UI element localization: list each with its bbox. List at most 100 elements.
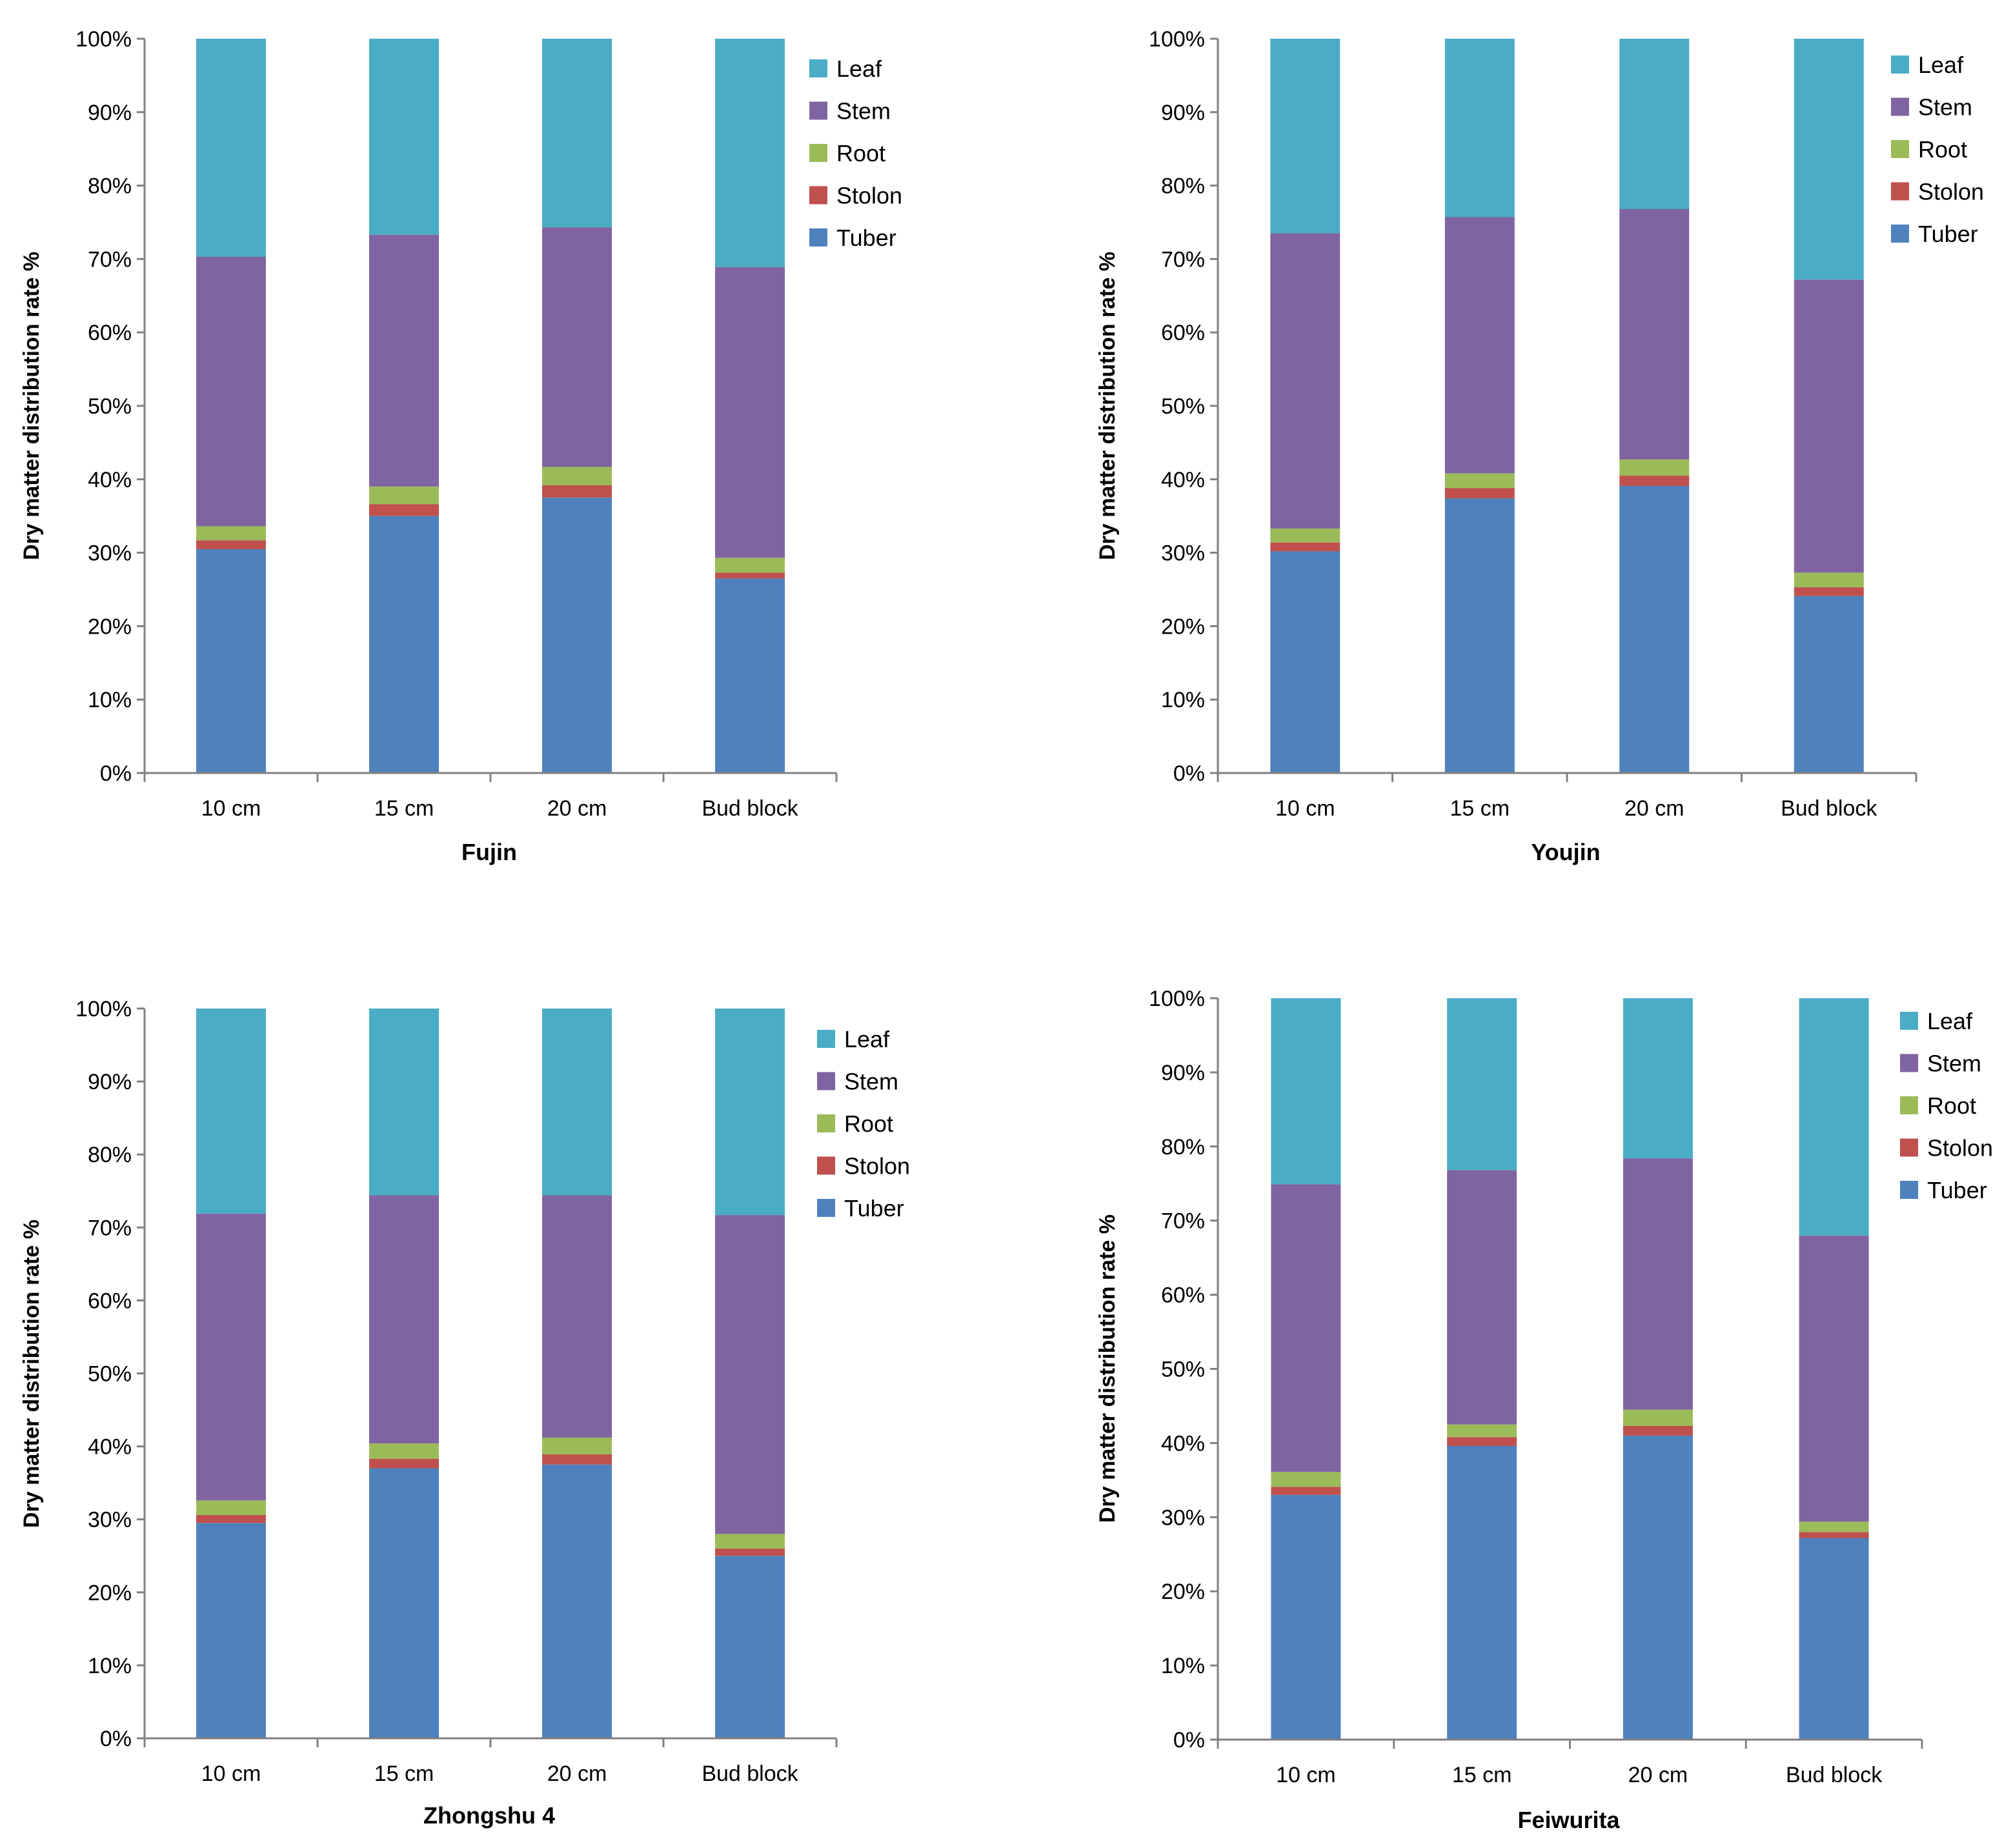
x-tick-label: 15 cm	[1452, 1763, 1512, 1787]
y-tick-label: 100%	[1149, 987, 1205, 1011]
x-tick-label: Bud block	[1786, 1763, 1883, 1787]
legend-swatch-stolon	[809, 186, 827, 205]
y-tick-label: 30%	[88, 541, 132, 566]
y-tick-label: 30%	[1161, 1505, 1205, 1530]
y-tick-label: 50%	[1161, 1358, 1205, 1382]
x-tick-label: 20 cm	[547, 796, 607, 821]
x-tick-label: 20 cm	[1628, 1763, 1688, 1787]
y-tick-label: 70%	[88, 247, 132, 272]
y-tick-label: 80%	[88, 1143, 132, 1167]
chart-fujin: 0% 10% 20% 30% 40% 50% 60% 70% 80% 90% 100% 10 cm 15…	[19, 27, 902, 865]
legend-swatch-stem	[817, 1072, 835, 1090]
bar-stem-bud-block	[715, 266, 785, 558]
legend-label-leaf: Leaf	[1918, 52, 1964, 78]
legend-swatch-stolon	[1891, 182, 1909, 201]
bar-tuber-20-cm	[542, 497, 612, 774]
x-tick-label: Bud block	[1781, 796, 1877, 821]
y-tick-label: 0%	[1173, 761, 1205, 786]
legend-label-stem: Stem	[836, 98, 891, 125]
legend-label-root: Root	[1918, 136, 1967, 163]
y-axis-title: Dry matter distribution rate %	[19, 1220, 44, 1528]
bar-tuber-20-cm	[1623, 1435, 1693, 1740]
y-tick-label: 100%	[1149, 27, 1205, 52]
x-tick-label: 10 cm	[201, 796, 261, 821]
x-tick-label: Bud block	[702, 796, 798, 821]
bar-root-15-cm	[369, 1443, 439, 1459]
y-tick-label: 60%	[1161, 1283, 1205, 1308]
bar-stolon-bud-block	[1794, 587, 1864, 596]
bar-stem-15-cm	[369, 1195, 439, 1443]
bar-root-bud-block	[1799, 1522, 1869, 1532]
legend-label-stem: Stem	[844, 1069, 898, 1095]
legend-label-root: Root	[844, 1110, 893, 1137]
bar-stolon-15-cm	[1447, 1437, 1517, 1446]
bar-stolon-20-cm	[1623, 1426, 1693, 1436]
bar-root-bud-block	[715, 1534, 785, 1549]
y-tick-label: 50%	[1161, 394, 1205, 419]
bar-stolon-bud-block	[1799, 1532, 1869, 1538]
legend-swatch-root	[817, 1114, 835, 1132]
y-tick-label: 20%	[88, 1581, 132, 1605]
bar-tuber-20-cm	[1619, 486, 1690, 773]
y-tick-label: 40%	[1161, 468, 1205, 492]
bar-leaf-bud-block	[1799, 998, 1869, 1236]
bar-tuber-10-cm	[1271, 1494, 1341, 1740]
bar-stolon-10-cm	[1270, 542, 1340, 552]
bar-stem-15-cm	[1444, 217, 1515, 474]
y-tick-label: 60%	[88, 1289, 132, 1313]
x-axis-title: Zhongshu 4	[423, 1802, 555, 1829]
y-tick-label: 40%	[88, 1435, 132, 1460]
bar-root-15-cm	[1447, 1424, 1517, 1438]
legend-label-tuber: Tuber	[1918, 221, 1978, 247]
y-tick-label: 50%	[88, 1362, 132, 1387]
legend: Leaf Stem Root Stolon Tuber	[1900, 1008, 1993, 1203]
bar-leaf-bud-block	[715, 39, 785, 267]
bar-stolon-10-cm	[196, 1514, 266, 1523]
legend-swatch-stem	[1900, 1054, 1918, 1072]
y-tick-label: 0%	[1173, 1728, 1205, 1753]
y-tick-label: 90%	[1161, 101, 1205, 125]
chart-zhongshu-4: 0% 10% 20% 30% 40% 50% 60% 70% 80% 90% 100% 10 cm 15…	[19, 997, 910, 1829]
bar-leaf-15-cm	[1447, 998, 1517, 1170]
y-tick-label: 80%	[1161, 1135, 1205, 1160]
legend-swatch-tuber	[817, 1199, 835, 1217]
bar-leaf-10-cm	[1270, 39, 1340, 234]
legend: Leaf Stem Root Stolon Tuber	[809, 55, 902, 251]
legend-swatch-root	[1891, 140, 1909, 158]
bar-tuber-bud-block	[1794, 596, 1864, 773]
x-axis-title: Feiwurita	[1517, 1807, 1620, 1833]
y-tick-label: 90%	[1161, 1061, 1205, 1085]
legend-label-tuber: Tuber	[844, 1195, 904, 1221]
bar-stem-10-cm	[1271, 1184, 1341, 1472]
legend-swatch-leaf	[1891, 55, 1909, 74]
bar-stolon-10-cm	[196, 540, 266, 549]
bar-stolon-15-cm	[369, 504, 439, 516]
legend-swatch-stolon	[817, 1156, 835, 1175]
legend-label-stolon: Stolon	[1918, 179, 1984, 205]
y-tick-label: 30%	[88, 1508, 132, 1532]
legend-label-leaf: Leaf	[836, 55, 882, 82]
bar-tuber-bud-block	[715, 1556, 785, 1739]
x-tick-label: 10 cm	[1276, 1763, 1336, 1787]
y-tick-label: 20%	[1161, 614, 1205, 639]
y-tick-label: 0%	[100, 761, 132, 786]
x-tick-label: 20 cm	[1624, 796, 1684, 821]
legend-label-leaf: Leaf	[1927, 1008, 1973, 1034]
y-tick-label: 70%	[1161, 1209, 1205, 1234]
bar-tuber-15-cm	[1447, 1446, 1517, 1740]
legend-label-tuber: Tuber	[836, 225, 896, 251]
bar-stolon-bud-block	[715, 572, 785, 579]
bar-leaf-bud-block	[1794, 39, 1864, 280]
bar-tuber-10-cm	[196, 548, 266, 773]
y-tick-label: 70%	[1161, 247, 1205, 272]
legend-label-stolon: Stolon	[1927, 1135, 1993, 1161]
bar-stem-bud-block	[1799, 1235, 1869, 1522]
bar-root-15-cm	[1444, 473, 1515, 488]
x-tick-label: 20 cm	[547, 1762, 607, 1786]
bar-leaf-15-cm	[369, 39, 439, 235]
bar-root-10-cm	[1270, 528, 1340, 543]
y-tick-label: 20%	[1161, 1580, 1205, 1604]
x-axis-title: Fujin	[461, 839, 517, 865]
bar-stolon-15-cm	[369, 1458, 439, 1469]
